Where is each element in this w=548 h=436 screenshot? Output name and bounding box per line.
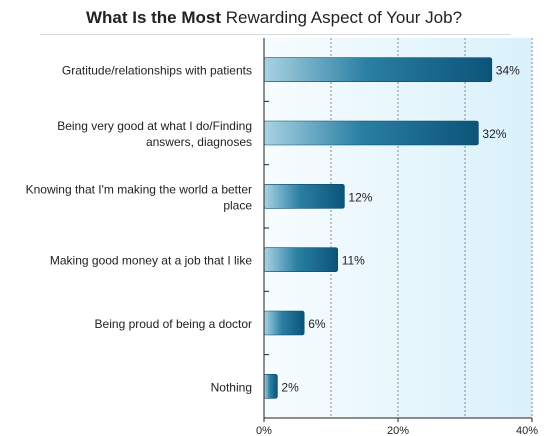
- category-label: Being proud of being a doctor: [95, 317, 252, 331]
- category-label: Gratitude/relationships with patients: [62, 64, 252, 78]
- value-label: 12%: [348, 190, 372, 204]
- x-tick-label: 40%: [516, 425, 538, 436]
- value-label: 6%: [308, 317, 326, 331]
- bar: [263, 247, 338, 272]
- bar: [263, 310, 305, 336]
- chart-title-bold: What Is the Most: [85, 8, 222, 27]
- category-label: Making good money at a job that I like: [50, 254, 252, 268]
- x-axis: 0% 20% 40%: [256, 38, 538, 436]
- category-labels: 34% Gratitude/relationships with patients…: [26, 64, 521, 395]
- category-label: place: [223, 198, 252, 212]
- x-tick-label: 0%: [256, 425, 272, 436]
- x-tick-label: 20%: [387, 425, 409, 436]
- value-label: 11%: [342, 254, 365, 268]
- value-label: 32%: [482, 127, 506, 141]
- bar: [263, 184, 345, 209]
- gridlines: [330, 38, 533, 418]
- bar: [263, 57, 493, 82]
- bar: [263, 120, 479, 146]
- category-label: Nothing: [211, 380, 252, 394]
- title-divider: [40, 34, 510, 35]
- bars: [263, 57, 493, 399]
- chart-title: What Is the Most Rewarding Aspect of You…: [0, 6, 548, 30]
- chart-title-regular: Rewarding Aspect of Your Job?: [225, 8, 463, 27]
- category-label: Knowing that I'm making the world a bett…: [26, 182, 252, 196]
- value-label: 2%: [281, 380, 299, 394]
- bar: [263, 374, 278, 399]
- category-label: answers, diagnoses: [146, 135, 252, 149]
- category-label: Being very good at what I do/Finding: [57, 119, 252, 133]
- value-label: 34%: [496, 64, 520, 78]
